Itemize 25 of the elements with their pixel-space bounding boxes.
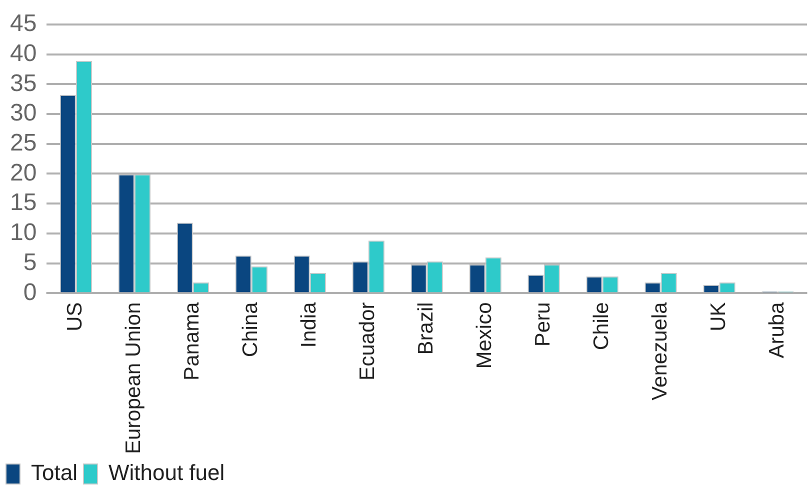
y-tick-label: 30 [10, 100, 37, 127]
y-tick-label: 5 [23, 248, 37, 276]
y-tick-label: 40 [10, 40, 37, 67]
x-tick-label: Peru [532, 302, 555, 347]
x-tick-label: Venezuela [648, 302, 672, 400]
x-tick-label: Brazil [414, 302, 438, 355]
x-tick-label: China [239, 302, 262, 358]
x-tick-label: India [298, 302, 321, 348]
x-tick-label: European Union [122, 302, 146, 454]
y-tick-label: 15 [10, 189, 37, 216]
x-tick-label: UK [707, 302, 730, 332]
x-tick-label: Mexico [473, 302, 496, 369]
y-tick-label: 25 [10, 130, 37, 156]
x-tick-label: US [64, 302, 87, 332]
legend-label: Total [31, 460, 78, 486]
y-tick-label: 35 [10, 70, 37, 97]
y-tick-label: 0 [23, 278, 37, 306]
x-tick-label: Chile [590, 302, 614, 350]
x-tick-label: Panama [180, 302, 204, 380]
y-tick-label: 10 [10, 219, 37, 246]
x-tick-label: Ecuador [356, 302, 380, 380]
legend-label: Without fuel [108, 460, 225, 486]
y-tick-label: 20 [10, 159, 37, 186]
x-tick-label: Aruba [766, 302, 789, 358]
y-tick-label: 45 [10, 10, 37, 38]
